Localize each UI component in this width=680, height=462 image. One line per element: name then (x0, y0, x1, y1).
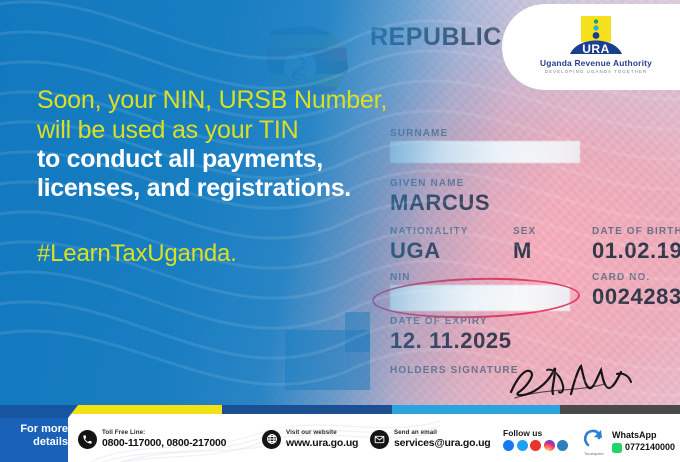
for-more-details-text: For more details (2, 423, 72, 449)
contact-toll-free-label: Toll Free Line: (102, 429, 146, 436)
for-more-details-line1: For more (20, 423, 68, 435)
follow-us-group: Follow us (503, 428, 568, 451)
headline-line-3: to conduct all payments, (37, 145, 323, 173)
wave-pattern (0, 0, 680, 405)
for-more-details-line2: details (33, 436, 68, 448)
headline-message: Soon, your NIN, URSB Number, will be use… (37, 85, 507, 203)
ura-logo: URA Uganda Revenue Authority DEVELOPING … (536, 16, 656, 82)
headline-line-1: Soon, your NIN, URSB Number, (37, 86, 388, 114)
ura-logo-mark: URA (568, 16, 624, 56)
twitter-icon[interactable] (516, 440, 528, 451)
whatsapp-group[interactable]: WhatsApp 0772140000 (612, 430, 675, 453)
youtube-icon[interactable] (530, 440, 541, 451)
for-more-details-panel-top (0, 405, 78, 418)
contact-website[interactable]: Visit our website www.ura.go.ug (262, 429, 358, 449)
logo-background-extension (640, 4, 680, 90)
accent-stripe-yellow (68, 405, 222, 414)
contact-toll-free[interactable]: Toll Free Line: 0800-117000, 0800-217000 (78, 429, 226, 449)
social-icons (503, 440, 568, 451)
instagram-icon[interactable] (543, 440, 555, 451)
accent-stripe-dark (560, 405, 680, 414)
contact-website-text: Visit our website www.ura.go.ug (286, 429, 358, 449)
accent-stripe-light-blue (392, 405, 560, 414)
contact-email-label: Send an email (394, 429, 437, 436)
whatsapp-icon (612, 442, 622, 453)
whatsapp-number: 0772140000 (625, 442, 676, 452)
accent-stripe-navy (222, 405, 392, 414)
contact-toll-free-text: Toll Free Line: 0800-117000, 0800-217000 (102, 429, 226, 449)
ura-logo-tagline: DEVELOPING UGANDA TOGETHER (544, 69, 648, 74)
linkedin-icon[interactable] (557, 440, 568, 451)
contact-email-text: Send an email services@ura.go.ug (394, 429, 491, 449)
touchpoint-label: Touchpoint (584, 452, 604, 456)
whatsapp-label: WhatsApp (612, 430, 657, 440)
whatsapp-number-row: 0772140000 (612, 442, 675, 453)
email-icon (370, 429, 389, 449)
contact-toll-free-value: 0800-117000, 0800-217000 (102, 437, 227, 449)
contact-email[interactable]: Send an email services@ura.go.ug (370, 429, 491, 449)
contact-email-value: services@ura.go.ug (394, 437, 491, 449)
headline-line-2: will be used as your TIN (37, 116, 299, 144)
campaign-hashtag: #LearnTaxUganda. (37, 240, 237, 267)
contact-website-label: Visit our website (286, 429, 337, 436)
phone-icon (78, 429, 97, 449)
footer-bar: For more details Toll Free Line: 0800-11… (0, 405, 680, 462)
ura-logo-name: Uganda Revenue Authority (540, 58, 652, 68)
facebook-icon[interactable] (503, 440, 514, 451)
globe-icon (262, 429, 281, 449)
headline-line-4: licenses, and registrations. (37, 174, 351, 202)
svg-text:URA: URA (582, 42, 610, 56)
contact-website-value: www.ura.go.ug (286, 437, 359, 449)
touchpoint-logo: Touchpoint (581, 428, 607, 456)
follow-us-label: Follow us (503, 428, 543, 438)
